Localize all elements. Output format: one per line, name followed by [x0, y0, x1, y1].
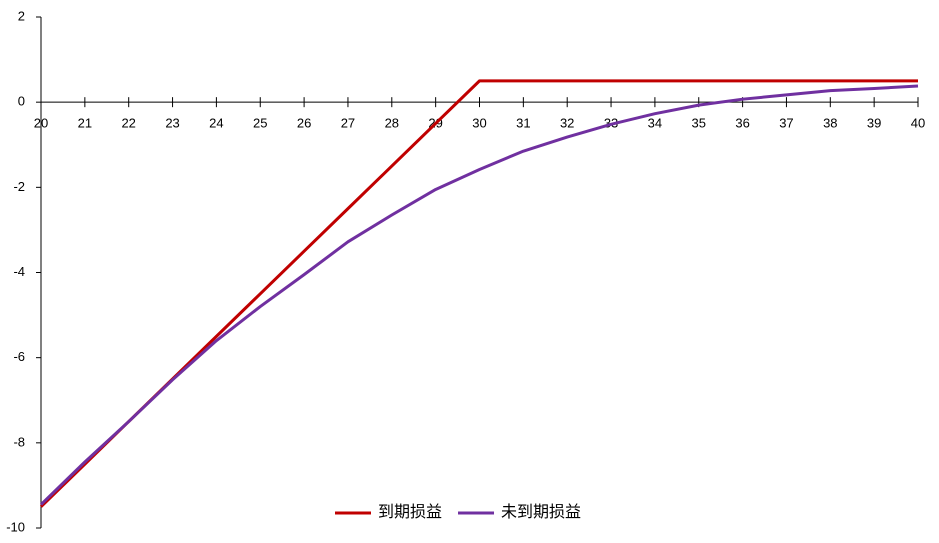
y-tick-label: 0: [18, 94, 25, 109]
x-tick-label: 28: [385, 116, 399, 131]
legend: 到期损益 未到期损益: [335, 503, 581, 521]
x-tick-label: 25: [253, 116, 267, 131]
line-series: [39, 79, 918, 508]
x-tick-label: 37: [779, 116, 793, 131]
x-tick-label: 40: [911, 116, 925, 131]
legend-label: 未到期损益: [501, 503, 581, 521]
y-tick-label: -10: [6, 519, 25, 534]
x-tick-label: 34: [648, 116, 662, 131]
x-tick-label: 35: [692, 116, 706, 131]
x-tick-label: 31: [516, 116, 530, 131]
y-tick-label: -8: [13, 434, 25, 449]
x-tick-label: 36: [735, 116, 749, 131]
x-tick-label: 39: [867, 116, 881, 131]
x-tick-label: 27: [341, 116, 355, 131]
x-tick-label: 21: [78, 116, 92, 131]
x-tick-label: 38: [823, 116, 837, 131]
line-series: [39, 84, 919, 506]
x-tick-label: 23: [165, 116, 179, 131]
x-tick-label: 22: [121, 116, 135, 131]
y-tick-label: 2: [18, 8, 25, 23]
legend-label: 到期损益: [378, 503, 442, 521]
x-tick-label: 20: [34, 116, 48, 131]
y-tick-label: -6: [13, 349, 25, 364]
x-tick-label: 26: [297, 116, 311, 131]
y-tick-label: -4: [13, 264, 25, 279]
x-tick-label: 32: [560, 116, 574, 131]
x-tick-label: 24: [209, 116, 223, 131]
x-tick-label: 30: [472, 116, 486, 131]
y-tick-label: -2: [13, 179, 25, 194]
